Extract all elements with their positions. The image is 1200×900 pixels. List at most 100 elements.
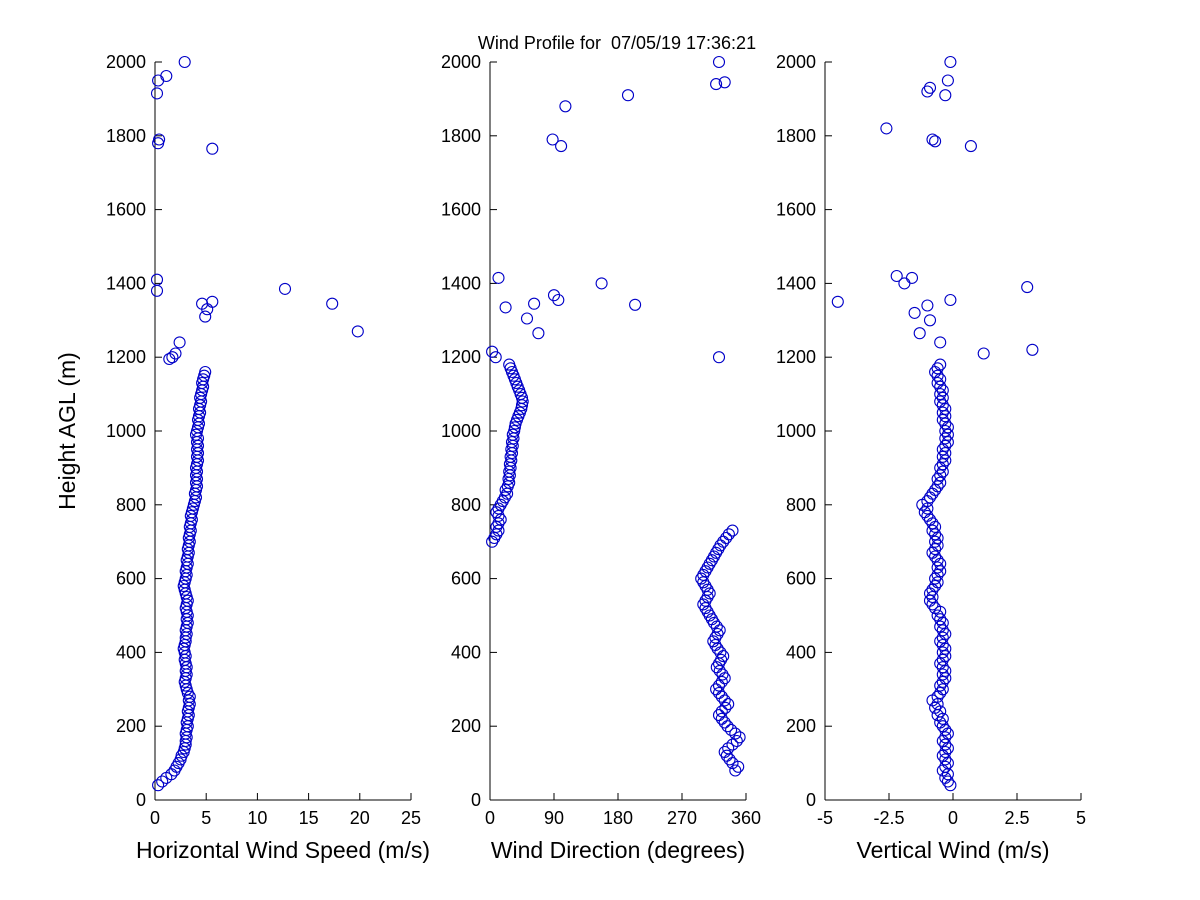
data-point (939, 642, 952, 655)
data-point (929, 135, 942, 148)
data-point (508, 421, 521, 434)
y-tick-label: 600 (451, 569, 481, 589)
data-point (918, 506, 931, 519)
data-point (923, 513, 937, 526)
data-point (934, 469, 947, 482)
data-point (715, 690, 728, 703)
y-tick-label: 400 (786, 642, 816, 662)
data-point (939, 650, 952, 663)
data-point (150, 273, 164, 286)
data-points (831, 55, 1039, 792)
data-point (934, 620, 947, 633)
data-point (939, 439, 952, 452)
data-point (710, 683, 723, 696)
data-point (718, 745, 731, 759)
data-point (166, 351, 179, 364)
data-point (931, 480, 944, 493)
y-tick-label: 1600 (106, 200, 146, 220)
data-point (939, 738, 952, 751)
data-point (555, 140, 568, 153)
data-point (718, 76, 731, 89)
data-point (939, 771, 952, 784)
data-point (717, 535, 730, 548)
data-point (939, 664, 952, 677)
data-point (729, 764, 742, 777)
data-point (722, 698, 735, 711)
data-point (499, 301, 512, 314)
x-tick-label: 90 (544, 808, 564, 828)
y-tick-label: 1800 (776, 126, 816, 146)
data-point (934, 716, 947, 729)
data-point (936, 683, 949, 696)
data-point (278, 282, 292, 295)
data-point (921, 299, 934, 312)
y-tick-label: 1400 (441, 273, 481, 293)
data-point (326, 297, 339, 310)
data-point (936, 720, 949, 733)
data-point (190, 424, 204, 438)
x-tick-label: -5 (817, 808, 833, 828)
data-point (936, 646, 949, 659)
data-point (941, 775, 954, 788)
data-point (1026, 343, 1039, 356)
subplot-vertical-wind: -5 -2.5 0 2.5 5 0 200 400 600 800 1000 1200 1400 1600… (776, 52, 1086, 863)
x-tick-label: 0 (485, 808, 495, 828)
data-point (936, 616, 949, 629)
data-point (934, 461, 947, 474)
x-tick-label: 20 (350, 808, 370, 828)
data-point (934, 373, 947, 386)
data-point (921, 85, 934, 98)
data-point (936, 668, 949, 681)
y-tick-label: 2000 (776, 52, 816, 72)
data-point (552, 293, 565, 307)
x-tick-label: 5 (1076, 808, 1086, 828)
data-point (939, 89, 952, 102)
data-point (177, 579, 190, 593)
data-point (152, 779, 165, 792)
x-tick-label: 10 (247, 808, 267, 828)
x-tick-label: 25 (401, 808, 421, 828)
data-point (926, 487, 939, 500)
y-tick-label: 1600 (441, 200, 481, 220)
data-point (720, 531, 733, 545)
data-point (929, 572, 942, 585)
data-point (520, 312, 534, 325)
x-tick-label: 360 (731, 808, 761, 828)
data-point (718, 672, 731, 685)
data-point (559, 100, 572, 113)
data-point (936, 458, 949, 471)
data-point (934, 388, 947, 401)
data-point (710, 78, 723, 91)
data-point (939, 760, 952, 773)
x-tick-label: 5 (201, 808, 211, 828)
data-point (196, 297, 209, 310)
data-point (492, 271, 505, 284)
data-points (486, 55, 746, 777)
data-point (939, 454, 952, 467)
data-point (710, 620, 723, 633)
data-point (185, 506, 198, 519)
data-point (929, 365, 942, 379)
data-point (178, 675, 191, 688)
data-point (936, 749, 949, 762)
data-point (939, 402, 952, 415)
data-point (921, 509, 934, 522)
data-point (926, 517, 939, 530)
x-tick-label: 270 (667, 808, 697, 828)
y-tick-label: 0 (471, 790, 481, 810)
data-point (528, 297, 541, 310)
data-point (964, 140, 977, 153)
data-point (936, 443, 949, 456)
data-point (934, 657, 947, 670)
data-point (206, 142, 219, 155)
data-point (941, 727, 954, 740)
data-point (169, 347, 182, 360)
data-point (729, 727, 742, 740)
data-point (936, 391, 949, 404)
data-point (939, 447, 952, 460)
x-tick-label: 2.5 (1004, 808, 1029, 828)
data-point (486, 345, 499, 358)
data-point (178, 55, 191, 69)
x-axis-label: Horizontal Wind Speed (m/s) (136, 837, 430, 863)
